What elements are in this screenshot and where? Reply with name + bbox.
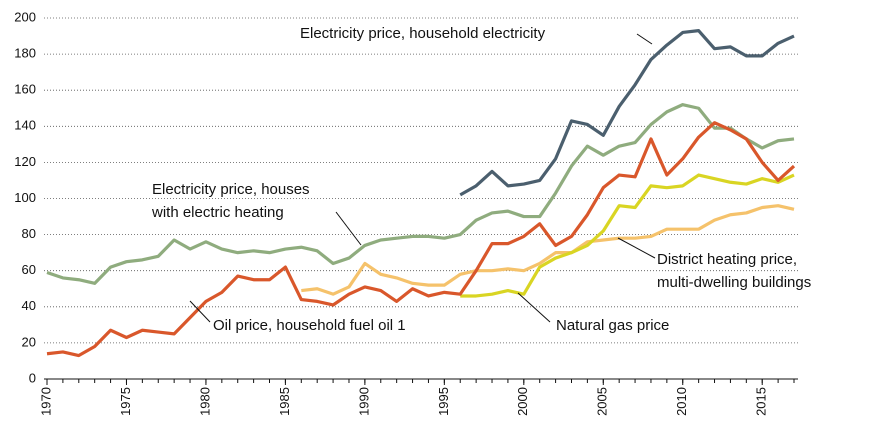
y-tick-label: 0 <box>29 370 36 385</box>
x-tick-label: 2010 <box>674 387 689 416</box>
leader <box>617 237 656 259</box>
annotation: Electricity price, household electricity <box>300 25 546 42</box>
lines <box>46 29 796 358</box>
grid: 0 20 40 60 80 100 120 140 160 180 200 1970 1975 1980 1… <box>14 9 798 416</box>
x-tick-label: 2000 <box>515 387 530 416</box>
annotation: Natural gas price <box>556 317 669 334</box>
series-line <box>460 173 795 298</box>
y-tick-label: 60 <box>22 262 36 277</box>
series-line <box>301 204 795 296</box>
x-tick-label: 1975 <box>118 387 133 416</box>
y-tick-label: 100 <box>14 190 36 205</box>
annotations: Electricity price, household electricity… <box>151 25 811 334</box>
y-tick-label: 120 <box>14 154 36 169</box>
x-tick-label: 1995 <box>436 387 451 416</box>
y-tick-label: 160 <box>14 82 36 97</box>
leader <box>335 211 362 246</box>
x-tick-label: 1985 <box>277 387 292 416</box>
annotation: Oil price, household fuel oil 1 <box>213 317 406 334</box>
annotation: with electric heating <box>151 204 284 221</box>
leader <box>517 292 551 323</box>
y-tick-label: 180 <box>14 46 36 61</box>
annotation: District heating price, <box>657 251 797 268</box>
y-tick-label: 80 <box>22 226 36 241</box>
series-line <box>459 29 795 197</box>
series-line <box>46 103 795 285</box>
leader <box>189 300 211 323</box>
x-tick-label: 1980 <box>197 387 212 416</box>
x-tick-label: 2015 <box>754 387 769 416</box>
y-tick-label: 40 <box>22 298 36 313</box>
y-tick-label: 20 <box>22 334 36 349</box>
x-tick-label: 1990 <box>356 387 371 416</box>
x-tick-label: 1970 <box>38 387 53 416</box>
series-line <box>46 121 796 358</box>
y-tick-label: 200 <box>14 9 36 24</box>
annotation: Electricity price, houses <box>152 181 310 198</box>
annotation: multi-dwelling buildings <box>657 274 811 291</box>
leader <box>636 33 653 45</box>
x-tick-label: 2005 <box>595 387 610 416</box>
y-tick-label: 140 <box>14 118 36 133</box>
